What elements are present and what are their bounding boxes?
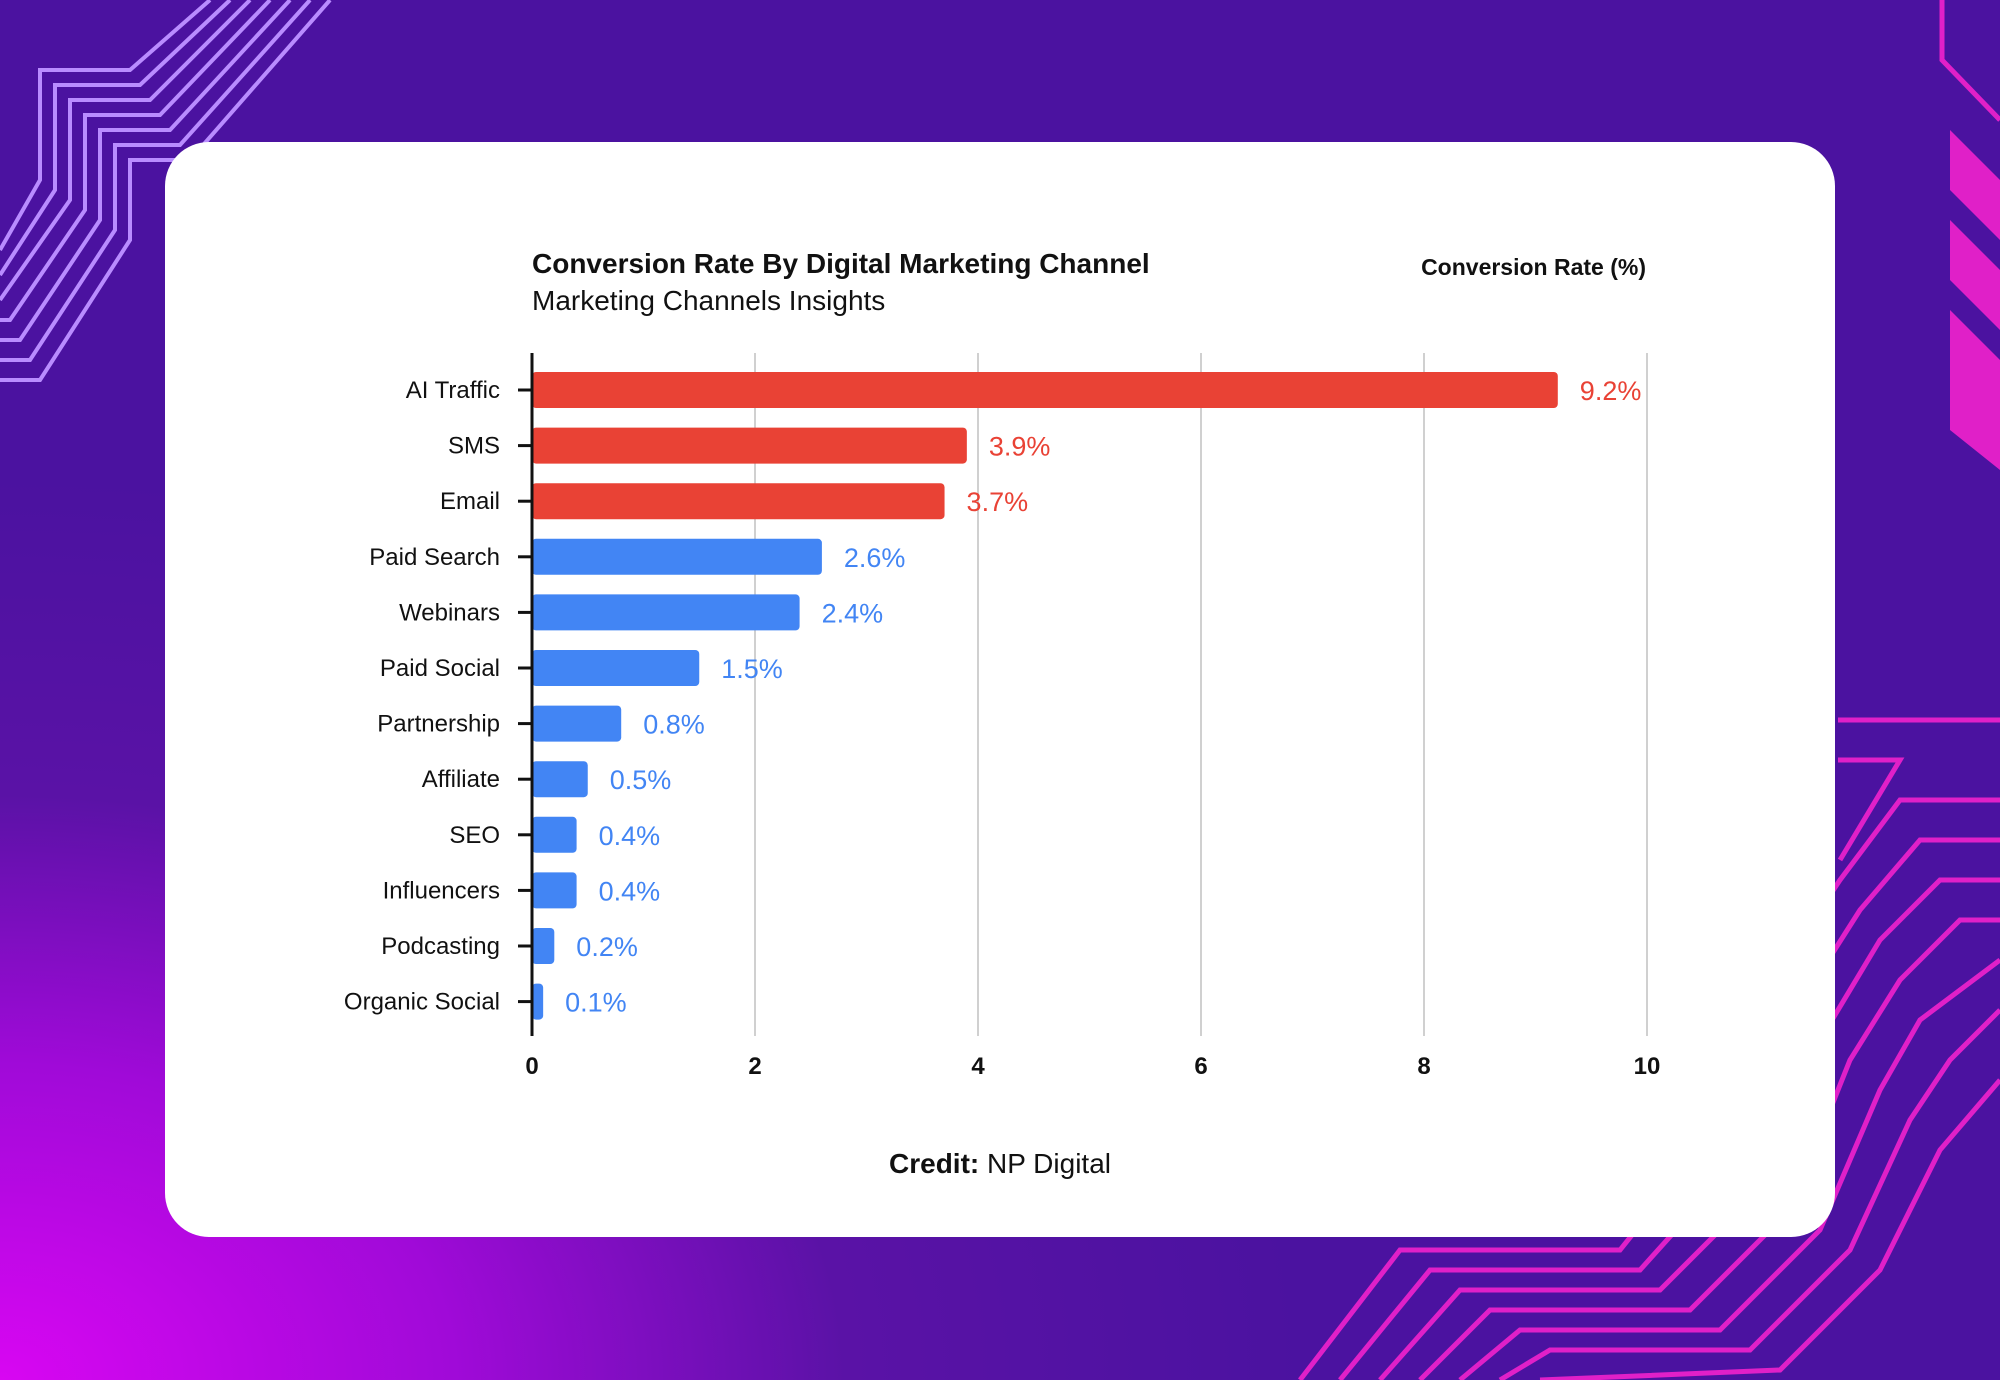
category-label: Partnership <box>377 711 500 738</box>
data-label: 0.4% <box>599 876 661 906</box>
category-label: SMS <box>448 433 500 460</box>
top-left-lines <box>0 0 332 382</box>
bar <box>532 761 588 798</box>
credit-source: NP Digital <box>987 1148 1111 1179</box>
data-label: 2.6% <box>844 543 906 573</box>
chart-subtitle: Marketing Channels Insights <box>532 285 886 316</box>
data-label: 9.2% <box>1580 376 1642 406</box>
data-label: 2.4% <box>822 598 884 628</box>
data-label: 0.2% <box>576 932 638 962</box>
bar <box>532 872 577 909</box>
data-label: 0.1% <box>565 988 627 1018</box>
bar <box>532 427 967 464</box>
bar <box>532 538 822 575</box>
data-label: 1.5% <box>721 654 783 684</box>
data-label: 0.8% <box>643 710 705 740</box>
x-tick-label: 4 <box>971 1053 985 1080</box>
bar <box>532 705 622 742</box>
bar <box>532 928 555 964</box>
x-tick-label: 10 <box>1634 1053 1661 1080</box>
category-label: AI Traffic <box>406 377 500 404</box>
category-label: SEO <box>449 822 500 849</box>
x-tick-label: 2 <box>748 1053 761 1080</box>
right-stripes <box>1950 130 2000 470</box>
bar <box>532 650 700 686</box>
category-label: Organic Social <box>344 989 500 1016</box>
x-tick-label: 6 <box>1194 1053 1207 1080</box>
x-tick-label: 0 <box>525 1053 538 1080</box>
category-label: Email <box>440 488 500 515</box>
bar <box>532 372 1558 408</box>
chart-card <box>165 142 1835 1237</box>
chart-title: Conversion Rate By Digital Marketing Cha… <box>532 248 1150 279</box>
category-label: Paid Social <box>380 655 500 682</box>
data-label: 0.4% <box>599 821 661 851</box>
data-label: 3.7% <box>967 487 1029 517</box>
category-label: Influencers <box>383 877 500 904</box>
credit: Credit: NP Digital <box>0 1148 2000 1180</box>
legend-label: Conversion Rate (%) <box>1421 254 1646 280</box>
x-tick-label: 8 <box>1417 1053 1430 1080</box>
bar <box>532 816 577 853</box>
category-label: Podcasting <box>381 933 500 960</box>
bar <box>532 483 945 520</box>
category-label: Webinars <box>399 599 500 626</box>
bar <box>532 594 800 631</box>
category-label: Affiliate <box>422 766 500 793</box>
data-label: 0.5% <box>610 765 672 795</box>
bar <box>532 983 544 1020</box>
credit-label: Credit: <box>889 1148 980 1179</box>
category-label: Paid Search <box>369 544 500 571</box>
data-label: 3.9% <box>989 432 1051 462</box>
